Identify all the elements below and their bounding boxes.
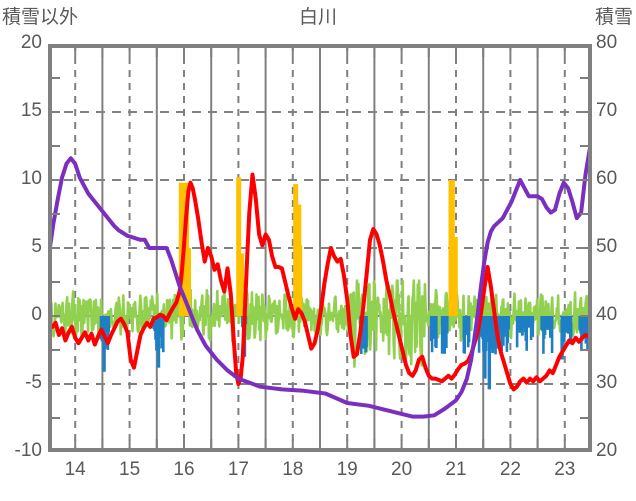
y-axis-left-tick-label: 5: [31, 236, 42, 257]
bar-blue: [525, 316, 528, 351]
bar-blue: [156, 316, 161, 368]
bar-blue: [431, 316, 435, 339]
bar-blue: [467, 316, 471, 343]
bar-blue: [362, 316, 366, 349]
bar-blue: [563, 316, 566, 343]
y-axis-right-tick-label: 40: [596, 304, 618, 325]
bar-blue: [107, 316, 111, 333]
bar-blue: [487, 316, 491, 390]
bar-blue: [435, 316, 438, 348]
bar-blue: [569, 316, 573, 344]
x-axis-tick-label: 17: [227, 459, 249, 480]
x-axis-tick-label: 21: [445, 459, 467, 480]
bar-orange: [449, 199, 454, 316]
chart-title: 白川: [298, 7, 337, 28]
y-axis-left-tick-label: 20: [20, 32, 42, 53]
x-axis-tick-label: 20: [391, 459, 413, 480]
bar-blue: [160, 316, 163, 349]
bar-orange: [236, 177, 242, 316]
bar-blue: [560, 316, 564, 360]
bar-blue: [582, 316, 586, 337]
bar-blue: [106, 316, 110, 350]
bar-blue: [584, 316, 588, 344]
x-axis-tick-label: 18: [282, 459, 304, 480]
bar-blue: [497, 316, 501, 340]
bar-blue: [443, 316, 446, 354]
x-axis-tick-label: 14: [64, 459, 86, 480]
y-axis-left-tick-label: 10: [20, 168, 42, 189]
bar-blue: [581, 316, 584, 341]
x-axis-tick-label: 19: [336, 459, 358, 480]
x-axis-tick-label: 15: [119, 459, 141, 480]
bar-blue: [365, 316, 368, 348]
right-axis-title: 積雪: [594, 7, 633, 28]
bar-orange: [298, 245, 303, 316]
y-axis-right-tick-label: 20: [596, 440, 618, 461]
y-axis-left-tick-label: -10: [14, 440, 42, 461]
bar-blue: [550, 316, 554, 353]
series-red: [48, 172, 592, 392]
axis-frame: [48, 44, 592, 452]
y-axis-right-tick-label: 70: [596, 100, 618, 121]
y-axis-left-tick-label: 0: [31, 304, 42, 325]
y-axis-right-tick-label: 60: [596, 168, 618, 189]
x-axis-tick-label: 16: [173, 459, 195, 480]
x-axis-tick-label: 23: [554, 459, 576, 480]
series-purple: [48, 146, 592, 419]
bar-blue: [446, 316, 449, 334]
bar-orange: [293, 184, 299, 316]
left-axis-title: 積雪以外: [2, 7, 79, 28]
y-axis-right-tick-label: 80: [596, 32, 618, 53]
y-axis-right-tick-label: 50: [596, 236, 618, 257]
bar-blue: [102, 316, 106, 372]
bar-orange: [187, 248, 191, 316]
y-axis-right-tick-label: 30: [596, 372, 618, 393]
bar-blue: [506, 316, 510, 344]
bar-blue: [162, 316, 165, 353]
bar-blue: [515, 316, 519, 348]
bar-blue: [483, 316, 487, 379]
y-axis-left-tick-label: -5: [25, 372, 42, 393]
y-axis-left-tick-label: 15: [20, 100, 42, 121]
plot-area: [48, 44, 592, 452]
x-axis-tick-label: 22: [499, 459, 521, 480]
bar-blue: [531, 316, 535, 337]
bar-blue: [586, 316, 589, 350]
chart-svg: [48, 44, 592, 452]
bar-orange: [240, 253, 244, 316]
bar-orange: [453, 237, 458, 316]
bar-blue: [507, 316, 510, 330]
